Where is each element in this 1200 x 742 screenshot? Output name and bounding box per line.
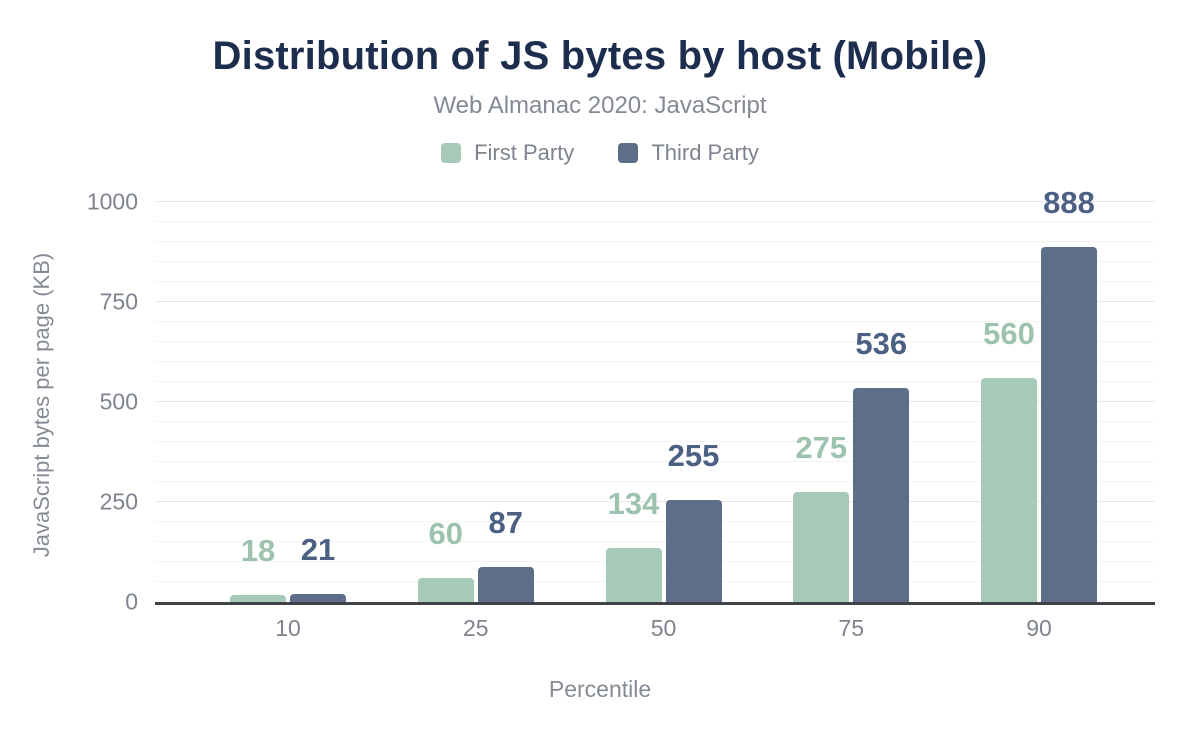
y-tick-label: 250 — [99, 488, 138, 515]
bar-value-label: 21 — [300, 531, 336, 567]
major-gridline — [155, 201, 1155, 202]
legend-label: Third Party — [651, 140, 759, 165]
bar-group-p25: 60 87 25 — [417, 505, 534, 640]
minor-gridline — [155, 281, 1155, 282]
x-tick-label: 90 — [1026, 615, 1052, 641]
minor-gridline — [155, 261, 1155, 262]
y-tick-label: 500 — [99, 388, 138, 415]
legend: First Party Third Party — [0, 140, 1200, 166]
bar-value-label: 87 — [488, 505, 523, 541]
legend-item-third-party: Third Party — [618, 140, 759, 166]
bar-value-label: 888 — [1043, 184, 1095, 220]
minor-gridline — [155, 381, 1155, 382]
bar-col-first-party: 560 — [981, 318, 1037, 602]
bar-col-third-party: 255 — [665, 438, 722, 602]
bar-col-third-party: 536 — [853, 325, 910, 602]
third-party-bar — [853, 387, 910, 602]
x-tick-label: 50 — [650, 615, 677, 641]
x-axis-title: Percentile — [548, 676, 652, 702]
y-tick-label: 1000 — [86, 188, 138, 215]
minor-gridline — [155, 461, 1155, 462]
x-tick-label: 10 — [275, 615, 301, 641]
first-party-bar — [793, 492, 850, 602]
minor-gridline — [155, 341, 1155, 342]
x-tick-label: 75 — [838, 615, 865, 641]
bar-group-p50: 134 255 50 — [605, 438, 722, 640]
third-party-bar — [665, 500, 722, 602]
bar-value-label: 560 — [983, 316, 1035, 351]
minor-gridline — [155, 441, 1155, 442]
bar-value-label: 60 — [428, 516, 463, 551]
major-gridline — [155, 301, 1155, 302]
minor-gridline — [155, 361, 1155, 362]
bar-col-first-party: 134 — [605, 486, 662, 602]
first-party-bar — [230, 594, 286, 602]
bar-group-p10: 18 21 10 — [230, 534, 346, 640]
y-axis-title: JavaScript bytes per page (KB) — [29, 252, 54, 558]
chart-subtitle: Web Almanac 2020: JavaScript — [433, 92, 767, 119]
bar-col-first-party: 275 — [793, 430, 850, 602]
third-party-bar — [1041, 246, 1097, 602]
legend-swatch-third-party — [618, 143, 639, 163]
chart-title: Distribution of JS bytes by host (Mobile… — [212, 34, 988, 78]
bar-col-third-party: 21 — [290, 534, 346, 602]
first-party-bar — [417, 578, 474, 602]
minor-gridline — [155, 321, 1155, 322]
minor-gridline — [155, 221, 1155, 222]
y-tick-label: 750 — [99, 288, 138, 315]
bar-col-third-party: 87 — [477, 505, 534, 602]
bar-groups: 18 21 10 60 87 25 134 255 50 275 536 75 560 888 90 — [155, 187, 1155, 640]
bar-value-label: 134 — [607, 486, 660, 522]
minor-gridline — [155, 481, 1155, 482]
plot-area: 0 250 500 750 1000 18 21 10 60 87 25 134 255 50 275 53… — [87, 187, 1155, 640]
bar-col-first-party: 18 — [230, 535, 286, 602]
bar-col-third-party: 888 — [1041, 187, 1097, 602]
third-party-bar — [477, 567, 534, 602]
x-tick-label: 25 — [462, 615, 489, 641]
major-gridline — [155, 501, 1155, 502]
bar-value-label: 275 — [795, 430, 848, 465]
y-tick-label: 0 — [125, 588, 138, 615]
legend-label: First Party — [474, 140, 575, 165]
first-party-bar — [981, 378, 1037, 602]
legend-swatch-first-party — [441, 143, 462, 163]
minor-gridline — [155, 421, 1155, 422]
minor-gridline — [155, 241, 1155, 242]
bar-group-p75: 275 536 75 — [793, 325, 910, 640]
first-party-bar — [605, 548, 662, 602]
legend-item-first-party: First Party — [441, 140, 574, 166]
bar-col-first-party: 60 — [417, 516, 474, 602]
third-party-bar — [290, 593, 346, 602]
minor-gridline — [155, 541, 1155, 542]
bar-group-p90: 560 888 90 — [981, 187, 1097, 640]
minor-gridline — [155, 521, 1155, 522]
bar-value-label: 536 — [855, 325, 908, 361]
bar-value-label: 18 — [240, 532, 276, 568]
bar-value-label: 255 — [667, 438, 720, 473]
major-gridline — [155, 401, 1155, 402]
